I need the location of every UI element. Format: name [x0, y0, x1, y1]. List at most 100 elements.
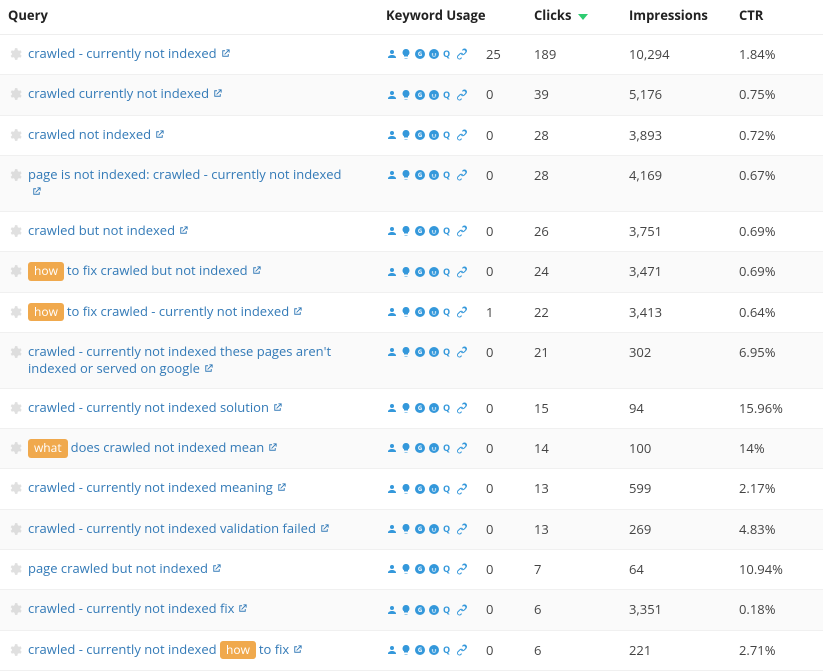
query-link[interactable]: crawled - currently not indexed: [28, 45, 231, 63]
query-link[interactable]: crawled - currently not indexed howto fi…: [28, 641, 303, 659]
quora-icon[interactable]: Q: [442, 522, 454, 539]
quora-icon[interactable]: Q: [442, 224, 454, 241]
reddit-icon[interactable]: [428, 643, 440, 660]
external-link-icon[interactable]: [237, 603, 248, 614]
quora-icon[interactable]: Q: [442, 603, 454, 620]
bulb-icon[interactable]: [400, 562, 412, 579]
google-icon[interactable]: G: [414, 224, 426, 241]
external-link-icon[interactable]: [212, 88, 223, 99]
gear-icon[interactable]: [8, 602, 22, 616]
google-icon[interactable]: G: [414, 128, 426, 145]
gear-icon[interactable]: [8, 47, 22, 61]
modifier-tag[interactable]: how: [28, 303, 64, 321]
person-icon[interactable]: [386, 47, 398, 64]
link-icon[interactable]: [456, 265, 468, 282]
person-icon[interactable]: [386, 345, 398, 362]
bulb-icon[interactable]: [400, 168, 412, 185]
person-icon[interactable]: [386, 224, 398, 241]
reddit-icon[interactable]: [428, 224, 440, 241]
link-icon[interactable]: [456, 47, 468, 64]
bulb-icon[interactable]: [400, 88, 412, 105]
external-link-icon[interactable]: [292, 306, 303, 317]
reddit-icon[interactable]: [428, 128, 440, 145]
external-link-icon[interactable]: [203, 363, 214, 374]
query-link[interactable]: crawled not indexed: [28, 126, 165, 144]
bulb-icon[interactable]: [400, 643, 412, 660]
reddit-icon[interactable]: [428, 168, 440, 185]
query-link[interactable]: crawled currently not indexed: [28, 85, 223, 103]
gear-icon[interactable]: [8, 441, 22, 455]
external-link-icon[interactable]: [31, 186, 42, 197]
external-link-icon[interactable]: [211, 563, 222, 574]
reddit-icon[interactable]: [428, 482, 440, 499]
gear-icon[interactable]: [8, 128, 22, 142]
bulb-icon[interactable]: [400, 441, 412, 458]
person-icon[interactable]: [386, 305, 398, 322]
column-header-impressions[interactable]: Impressions: [623, 0, 733, 35]
google-icon[interactable]: G: [414, 168, 426, 185]
quora-icon[interactable]: Q: [442, 482, 454, 499]
google-icon[interactable]: G: [414, 562, 426, 579]
link-icon[interactable]: [456, 562, 468, 579]
quora-icon[interactable]: Q: [442, 441, 454, 458]
google-icon[interactable]: G: [414, 88, 426, 105]
column-header-clicks[interactable]: Clicks: [528, 0, 623, 35]
query-link[interactable]: whatdoes crawled not indexed mean: [28, 439, 278, 457]
query-link[interactable]: crawled - currently not indexed solution: [28, 399, 283, 417]
bulb-icon[interactable]: [400, 401, 412, 418]
link-icon[interactable]: [456, 128, 468, 145]
query-link[interactable]: crawled - currently not indexed fix: [28, 600, 248, 618]
google-icon[interactable]: G: [414, 47, 426, 64]
query-link[interactable]: howto fix crawled but not indexed: [28, 262, 262, 280]
google-icon[interactable]: G: [414, 401, 426, 418]
modifier-tag[interactable]: how: [28, 262, 64, 280]
reddit-icon[interactable]: [428, 603, 440, 620]
reddit-icon[interactable]: [428, 47, 440, 64]
gear-icon[interactable]: [8, 522, 22, 536]
person-icon[interactable]: [386, 482, 398, 499]
reddit-icon[interactable]: [428, 401, 440, 418]
reddit-icon[interactable]: [428, 441, 440, 458]
gear-icon[interactable]: [8, 264, 22, 278]
google-icon[interactable]: G: [414, 441, 426, 458]
link-icon[interactable]: [456, 643, 468, 660]
quora-icon[interactable]: Q: [442, 643, 454, 660]
person-icon[interactable]: [386, 441, 398, 458]
column-header-query[interactable]: Query: [0, 0, 380, 35]
external-link-icon[interactable]: [178, 225, 189, 236]
query-link[interactable]: crawled but not indexed: [28, 222, 189, 240]
google-icon[interactable]: G: [414, 522, 426, 539]
person-icon[interactable]: [386, 522, 398, 539]
quora-icon[interactable]: Q: [442, 88, 454, 105]
gear-icon[interactable]: [8, 345, 22, 359]
column-header-keyword-usage[interactable]: Keyword Usage: [380, 0, 528, 35]
google-icon[interactable]: G: [414, 305, 426, 322]
gear-icon[interactable]: [8, 401, 22, 415]
external-link-icon[interactable]: [220, 48, 231, 59]
link-icon[interactable]: [456, 88, 468, 105]
external-link-icon[interactable]: [276, 482, 287, 493]
reddit-icon[interactable]: [428, 88, 440, 105]
google-icon[interactable]: G: [414, 482, 426, 499]
reddit-icon[interactable]: [428, 562, 440, 579]
person-icon[interactable]: [386, 265, 398, 282]
gear-icon[interactable]: [8, 168, 22, 182]
bulb-icon[interactable]: [400, 482, 412, 499]
link-icon[interactable]: [456, 305, 468, 322]
link-icon[interactable]: [456, 224, 468, 241]
query-link[interactable]: crawled - currently not indexed validati…: [28, 520, 330, 538]
external-link-icon[interactable]: [251, 265, 262, 276]
link-icon[interactable]: [456, 482, 468, 499]
modifier-tag[interactable]: how: [220, 641, 256, 659]
bulb-icon[interactable]: [400, 47, 412, 64]
gear-icon[interactable]: [8, 481, 22, 495]
external-link-icon[interactable]: [272, 402, 283, 413]
query-link[interactable]: howto fix crawled - currently not indexe…: [28, 303, 303, 321]
link-icon[interactable]: [456, 603, 468, 620]
person-icon[interactable]: [386, 603, 398, 620]
quora-icon[interactable]: Q: [442, 305, 454, 322]
column-header-ctr[interactable]: CTR: [733, 0, 823, 35]
quora-icon[interactable]: Q: [442, 265, 454, 282]
external-link-icon[interactable]: [154, 129, 165, 140]
reddit-icon[interactable]: [428, 345, 440, 362]
